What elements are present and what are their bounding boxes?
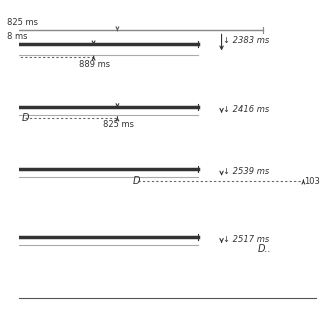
Text: ↓ 2416 ms: ↓ 2416 ms (223, 105, 269, 114)
Text: 825 ms: 825 ms (7, 18, 38, 27)
Text: 8 ms: 8 ms (7, 32, 28, 41)
Text: D: D (132, 176, 140, 186)
Text: ↓ 2539 ms: ↓ 2539 ms (223, 167, 269, 176)
Text: D..: D.. (257, 244, 271, 254)
Text: 889 ms: 889 ms (79, 60, 110, 69)
Text: 1035: 1035 (304, 177, 320, 186)
Text: ↓ 2517 ms: ↓ 2517 ms (223, 236, 269, 244)
Text: 825 ms: 825 ms (102, 121, 133, 130)
Text: ↓ 2383 ms: ↓ 2383 ms (223, 36, 269, 45)
Text: D: D (22, 113, 30, 123)
